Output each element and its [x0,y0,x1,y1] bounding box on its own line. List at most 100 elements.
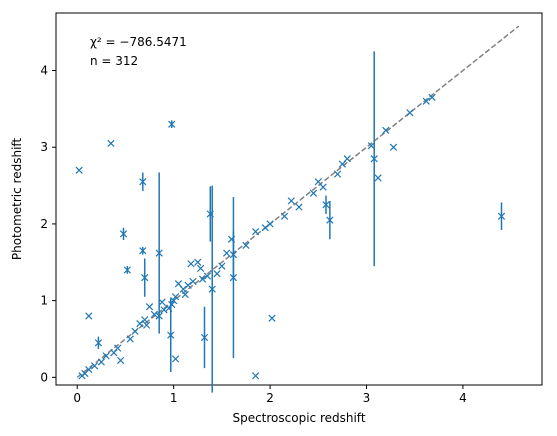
point-marker-stroke [208,285,216,293]
data-point [165,304,173,312]
y-axis-label: Photometric redshift [10,138,24,261]
point-marker-stroke [309,189,318,197]
point-marker-stroke [131,327,139,335]
point-marker-stroke [139,178,147,186]
data-point [197,264,205,273]
point-marker-stroke [389,143,398,151]
point-marker-stroke [428,93,436,101]
data-point [251,227,260,236]
data-point [295,203,303,211]
point-marker-stroke [126,335,134,343]
data-point [266,220,274,228]
point-marker-stroke [213,270,221,278]
data-point [75,166,83,174]
point-marker-stroke [171,355,180,363]
data-point [374,174,382,182]
x-axis-label: Spectroscopic redshift [232,411,365,425]
plot-frame [55,12,543,386]
data-point [203,272,212,280]
point-marker-stroke [333,170,342,178]
n-annotation: n = 312 [90,54,138,68]
point-marker-stroke [179,285,187,293]
data-point [382,126,390,134]
data-point [168,300,176,309]
x-tick-label: 4 [459,391,467,405]
y-tick-label: 3 [40,140,48,154]
data-point [184,281,192,289]
point-marker-stroke [367,142,375,150]
point-marker-stroke [155,249,163,257]
data-point [200,306,209,369]
data-point [428,93,436,101]
point-marker-stroke [343,155,351,163]
point-marker-stroke [181,290,189,299]
data-point [242,241,250,250]
point-marker-stroke [227,235,236,243]
data-point [422,97,430,105]
point-marker-stroke [171,293,180,301]
data-point [110,349,118,357]
data-point [102,352,110,360]
data-point [158,298,166,306]
data-point [97,358,105,366]
point-marker-stroke [168,120,176,128]
point-marker-stroke [143,321,151,329]
data-point [497,202,506,231]
data-point [78,372,86,380]
point-marker-stroke [197,264,205,273]
point-marker-stroke [314,178,322,186]
point-marker-stroke [119,230,128,238]
data-point [229,231,238,278]
data-point [319,183,327,191]
point-marker-stroke [229,250,238,259]
data-point [171,355,180,363]
point-marker-stroke [97,358,105,366]
data-point [143,321,151,329]
data-point [90,362,99,370]
point-marker-stroke [266,220,274,228]
data-point [208,185,216,393]
data-point [261,224,269,232]
point-marker-stroke [116,356,125,365]
data-point [116,356,125,365]
point-marker-stroke [374,174,382,182]
data-point [145,303,154,311]
point-marker-stroke [168,300,176,309]
point-marker-stroke [261,224,269,232]
point-marker-stroke [497,212,506,220]
point-marker-stroke [158,298,166,306]
y-tick-label: 2 [40,217,48,231]
data-point [309,189,318,197]
point-marker-stroke [280,212,289,220]
point-marker-stroke [184,281,192,289]
data-point [123,266,131,274]
data-point [155,312,163,320]
point-marker-stroke [287,197,295,205]
data-point [168,120,176,129]
point-marker-stroke [223,249,231,257]
data-point [194,258,202,266]
data-point [367,142,375,150]
data-point [223,249,231,257]
point-marker-stroke [139,247,147,255]
data-point [174,280,183,288]
data-point [389,143,398,151]
data-point [160,306,168,314]
data-point [155,172,163,334]
point-marker-stroke [251,227,260,236]
data-point [213,270,221,278]
point-marker-stroke [165,304,173,312]
point-marker-stroke [136,320,144,328]
data-point [107,139,115,148]
point-marker-stroke [326,216,334,224]
y-tick-label: 4 [40,64,48,78]
data-point [171,293,180,301]
point-marker-stroke [382,126,390,134]
point-marker-stroke [78,372,86,380]
data-point [170,297,178,305]
data-point [141,258,149,297]
point-marker-stroke [189,277,197,286]
data-point [141,316,149,324]
point-marker-stroke [141,273,149,282]
y-tick-label: 0 [40,370,48,384]
